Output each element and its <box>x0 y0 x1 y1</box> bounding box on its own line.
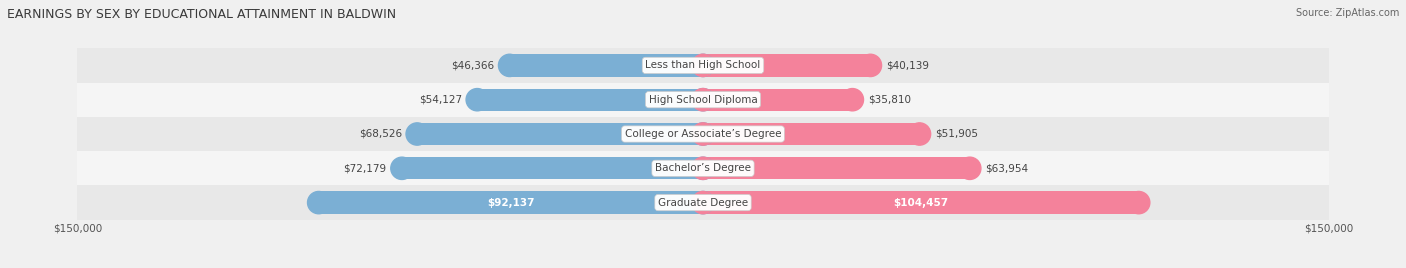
Text: $46,366: $46,366 <box>451 60 495 70</box>
Bar <box>402 157 703 180</box>
Text: $40,139: $40,139 <box>886 60 929 70</box>
Ellipse shape <box>406 123 429 145</box>
Text: $104,457: $104,457 <box>893 198 949 208</box>
Ellipse shape <box>692 88 714 111</box>
Ellipse shape <box>692 191 714 214</box>
FancyBboxPatch shape <box>77 117 1329 151</box>
Text: $72,179: $72,179 <box>343 163 387 173</box>
Ellipse shape <box>692 88 714 111</box>
Ellipse shape <box>959 157 981 180</box>
Ellipse shape <box>391 157 413 180</box>
Text: Graduate Degree: Graduate Degree <box>658 198 748 208</box>
Bar <box>319 191 703 214</box>
FancyBboxPatch shape <box>77 48 1329 83</box>
FancyBboxPatch shape <box>77 185 1329 220</box>
Ellipse shape <box>692 191 714 214</box>
Bar <box>703 191 1139 214</box>
Ellipse shape <box>859 54 882 77</box>
Text: $35,810: $35,810 <box>868 95 911 105</box>
Bar <box>418 123 703 145</box>
Bar <box>703 123 920 145</box>
Text: $63,954: $63,954 <box>986 163 1028 173</box>
Ellipse shape <box>1128 191 1150 214</box>
Ellipse shape <box>841 88 863 111</box>
Ellipse shape <box>308 191 330 214</box>
Ellipse shape <box>692 123 714 145</box>
FancyBboxPatch shape <box>77 83 1329 117</box>
Ellipse shape <box>692 54 714 77</box>
Bar <box>703 88 852 111</box>
Ellipse shape <box>499 54 520 77</box>
Text: $68,526: $68,526 <box>359 129 402 139</box>
Text: EARNINGS BY SEX BY EDUCATIONAL ATTAINMENT IN BALDWIN: EARNINGS BY SEX BY EDUCATIONAL ATTAINMEN… <box>7 8 396 21</box>
FancyBboxPatch shape <box>77 151 1329 185</box>
Ellipse shape <box>692 54 714 77</box>
Text: $92,137: $92,137 <box>486 198 534 208</box>
Ellipse shape <box>465 88 488 111</box>
Text: College or Associate’s Degree: College or Associate’s Degree <box>624 129 782 139</box>
Text: $51,905: $51,905 <box>935 129 977 139</box>
Ellipse shape <box>908 123 931 145</box>
Text: $54,127: $54,127 <box>419 95 463 105</box>
Ellipse shape <box>692 123 714 145</box>
Bar <box>477 88 703 111</box>
Text: High School Diploma: High School Diploma <box>648 95 758 105</box>
Bar <box>509 54 703 77</box>
Bar <box>703 54 870 77</box>
Bar <box>703 157 970 180</box>
Text: Less than High School: Less than High School <box>645 60 761 70</box>
Ellipse shape <box>692 157 714 180</box>
Ellipse shape <box>692 157 714 180</box>
Text: Bachelor’s Degree: Bachelor’s Degree <box>655 163 751 173</box>
Text: Source: ZipAtlas.com: Source: ZipAtlas.com <box>1295 8 1399 18</box>
